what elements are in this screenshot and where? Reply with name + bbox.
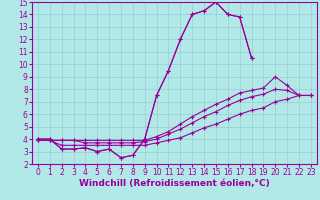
X-axis label: Windchill (Refroidissement éolien,°C): Windchill (Refroidissement éolien,°C) (79, 179, 270, 188)
